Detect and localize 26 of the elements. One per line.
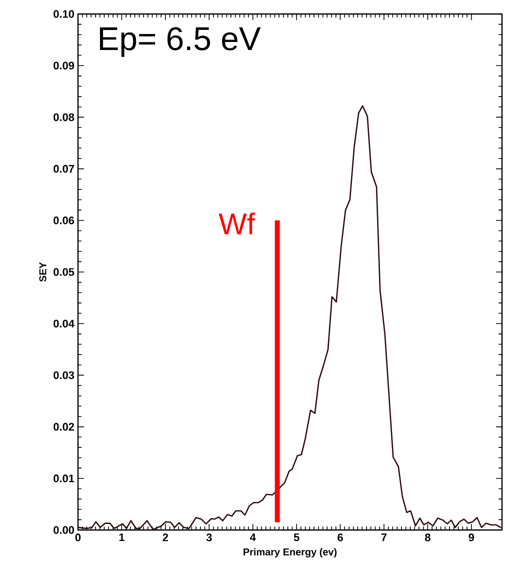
x-tick-label: 9 bbox=[468, 534, 474, 542]
y-tick-label: 0.02 bbox=[54, 422, 74, 431]
y-tick-label: 0.09 bbox=[54, 62, 74, 70]
y-tick-label: 0.07 bbox=[54, 164, 74, 173]
x-tick-label: 5 bbox=[294, 534, 300, 542]
y-tick-label: 0.08 bbox=[54, 113, 74, 122]
y-tick-label: 0.10 bbox=[54, 10, 74, 18]
x-axis-title: Primary Energy (ev) bbox=[244, 548, 337, 558]
x-tick-label: 6 bbox=[338, 534, 343, 542]
x-tick-label: 0 bbox=[75, 534, 81, 542]
annotation: Ep= 6.5 eV bbox=[100, 27, 261, 57]
x-tick-label: 2 bbox=[162, 534, 168, 542]
y-tick-label: 0.04 bbox=[54, 320, 74, 328]
y-tick-label: 0.06 bbox=[54, 216, 74, 224]
x-tick-label: 3 bbox=[206, 534, 212, 542]
x-tick-label: 1 bbox=[119, 534, 124, 542]
series-label: Wf bbox=[218, 212, 256, 234]
x-tick-label: 4 bbox=[250, 534, 256, 542]
y-axis-title: SEY bbox=[39, 262, 46, 282]
x-tick-label: 7 bbox=[381, 534, 387, 542]
y-tick-label: 0.05 bbox=[54, 268, 74, 276]
y-tick-label: 0.01 bbox=[54, 474, 74, 482]
x-tick-label: 8 bbox=[424, 534, 430, 542]
y-tick-label: 0.00 bbox=[54, 526, 74, 534]
line-series bbox=[78, 105, 502, 530]
y-tick-label: 0.03 bbox=[54, 371, 74, 380]
